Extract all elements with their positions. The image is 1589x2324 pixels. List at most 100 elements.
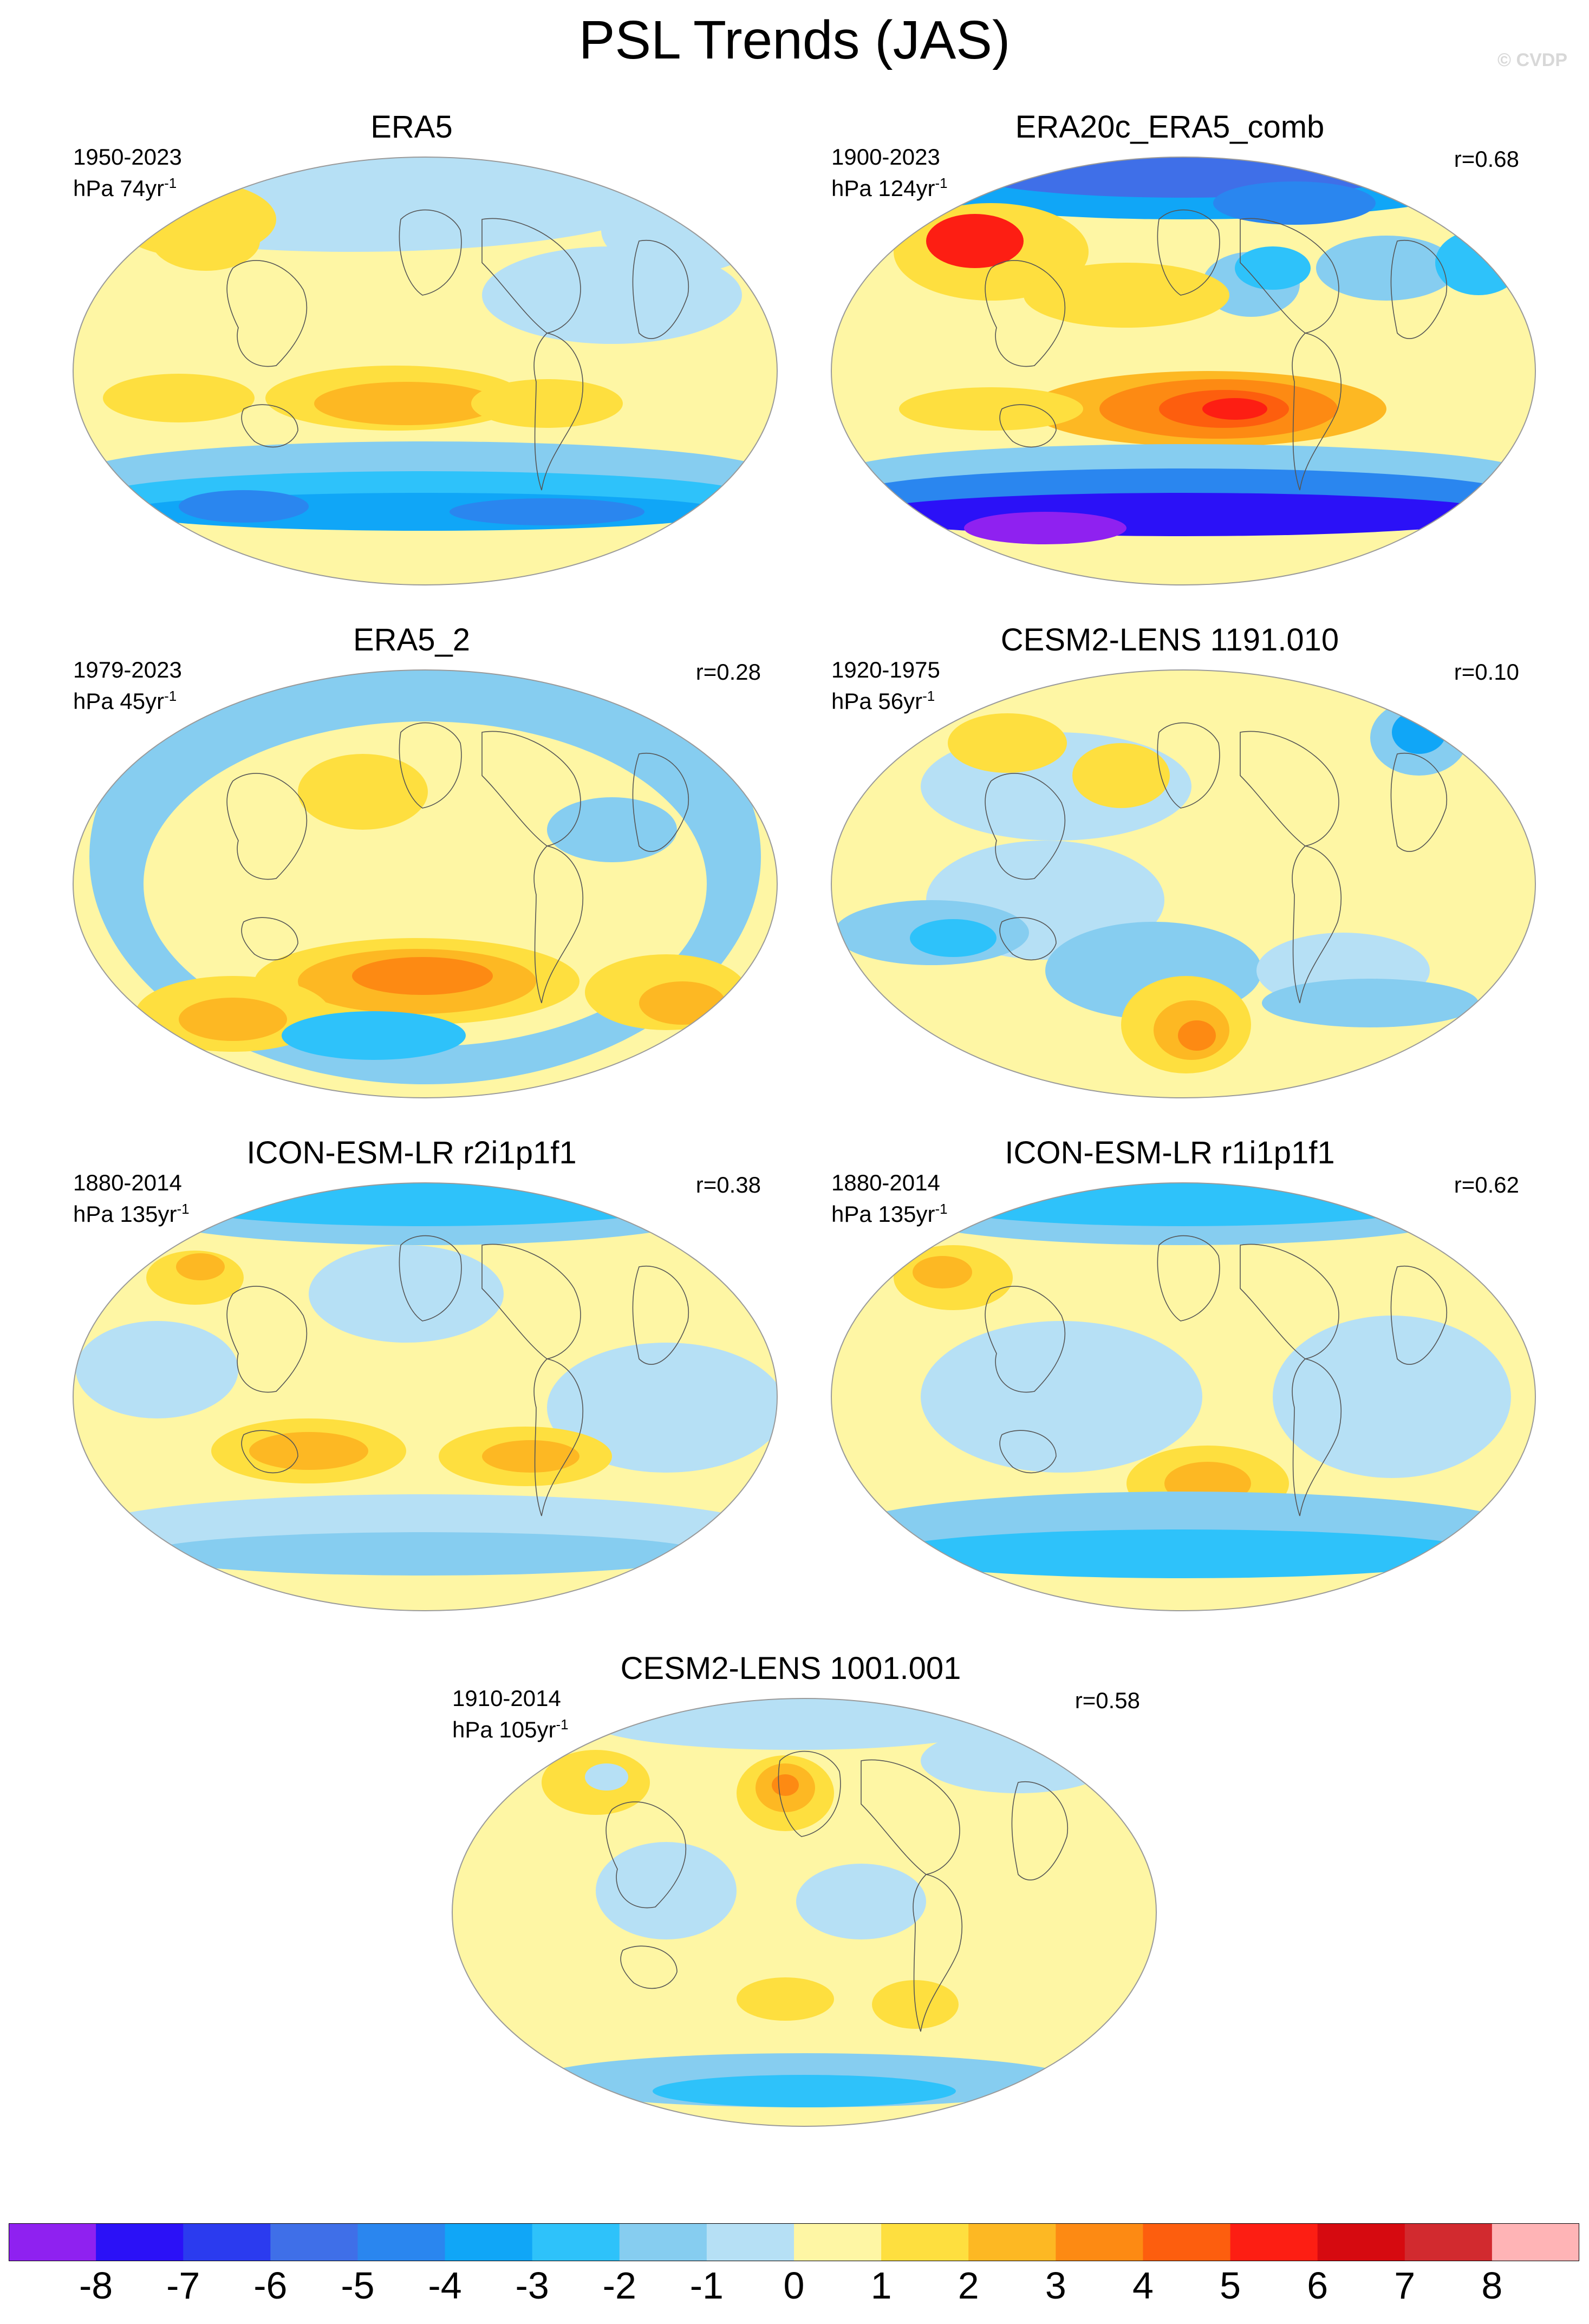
trend-contour-region: [899, 387, 1083, 431]
coastline: [1390, 239, 1448, 339]
coastline: [399, 209, 462, 296]
coastline: [533, 333, 584, 491]
map-panel-cesm2-lens-1001-001: CESM2-LENS 1001.001 1910-2014 hPa 105yr-…: [412, 1650, 1170, 2127]
trend-contour-region: [1316, 236, 1457, 301]
trend-contour-region: [482, 1440, 579, 1473]
trend-contour-region: [772, 1774, 799, 1796]
trend-contour-region: [352, 957, 493, 995]
trend-contour-region: [585, 1763, 628, 1791]
colorbar-tick-label: 8: [1481, 2264, 1503, 2307]
coastline: [481, 731, 581, 847]
trend-contour-region: [1178, 1020, 1216, 1051]
coastline: [481, 1244, 581, 1359]
colorbar-swatch: [183, 2223, 271, 2261]
coastline: [241, 917, 298, 961]
colorbar-tick-label: -1: [689, 2264, 724, 2307]
coastline: [1390, 752, 1448, 852]
trend-contour-region: [858, 493, 1508, 536]
trend-contour-region: [249, 1432, 368, 1470]
trend-contour-region: [910, 919, 997, 957]
trend-contour-region: [471, 379, 623, 428]
psl-trend-map: [831, 157, 1536, 585]
panel-correlation: r=0.62: [1454, 1172, 1519, 1197]
colorbar-tick-label: -8: [79, 2264, 113, 2307]
map-border: [73, 669, 778, 1098]
coastline: [632, 1265, 689, 1365]
coastline: [399, 1235, 462, 1322]
coastline: [861, 1759, 960, 1875]
map-border: [831, 1182, 1536, 1611]
coastline: [399, 722, 462, 809]
colorbar-swatch: [357, 2223, 446, 2261]
trend-contour-region: [1072, 743, 1170, 808]
colorbar-outline: [9, 2223, 1579, 2261]
coastline: [999, 404, 1057, 448]
map-panel-cesm2-lens-1191-010: CESM2-LENS 1191.010 1920-1975 hPa 56yr-1…: [791, 621, 1549, 1098]
trend-contour-region: [179, 998, 287, 1041]
panel-units: hPa 124yr-1: [831, 175, 948, 201]
colorbar-tick-label: 1: [870, 2264, 892, 2307]
colorbar-tick-label: 7: [1394, 2264, 1416, 2307]
colorbar-tick-label: 6: [1307, 2264, 1328, 2307]
panel-title: ERA5: [370, 109, 453, 145]
panel-units: hPa 135yr-1: [73, 1201, 190, 1227]
trend-contour-region: [926, 214, 1024, 268]
trend-contour-region: [309, 1245, 504, 1343]
panel-period: 1900-2023: [831, 144, 940, 170]
map-panel-era5-2: ERA5_2 1979-2023 hPa 45yr-1 r=0.28: [32, 621, 791, 1098]
trend-contour-region: [119, 162, 217, 211]
coastline: [1011, 1781, 1069, 1880]
coastline: [1157, 722, 1220, 809]
coastline: [985, 773, 1066, 880]
coastline: [913, 1874, 963, 2032]
colorbar-swatch: [270, 2223, 358, 2261]
colorbar-swatch: [96, 2223, 184, 2261]
colorbar-swatch: [445, 2223, 533, 2261]
panel-period: 1979-2023: [73, 657, 182, 682]
trend-contour-region: [547, 1343, 777, 1473]
map-border: [831, 157, 1536, 585]
coastline: [226, 773, 308, 880]
panel-period: 1880-2014: [831, 1170, 940, 1195]
trend-contour-region: [921, 1321, 1202, 1473]
trend-contour-region: [913, 1256, 972, 1288]
coastline: [1240, 731, 1339, 847]
panel-correlation: r=0.68: [1454, 146, 1519, 172]
coastline: [620, 1945, 678, 1989]
panel-units: hPa 105yr-1: [452, 1716, 569, 1742]
map-border: [73, 157, 778, 585]
trend-contour-region: [601, 187, 764, 274]
map-border: [831, 669, 1536, 1098]
trend-contour-region: [450, 498, 644, 525]
map-panel-era20c-era5-comb: ERA20c_ERA5_comb 1900-2023 hPa 124yr-1 r…: [791, 108, 1549, 585]
colorbar-swatch: [1492, 2223, 1579, 2261]
panel-correlation: r=0.58: [1074, 1688, 1140, 1713]
map-border: [452, 1698, 1157, 2127]
trend-contour-region: [948, 713, 1067, 773]
panel-title: CESM2-LENS 1191.010: [1000, 622, 1339, 658]
coastline: [1292, 1358, 1342, 1516]
colorbar-swatch: [619, 2223, 707, 2261]
colorbar-tick-label: -4: [428, 2264, 462, 2307]
trend-contour-region: [1435, 230, 1522, 295]
trend-contour-region: [653, 2075, 956, 2107]
colorbar-swatch: [794, 2223, 882, 2261]
coastline: [1157, 1235, 1220, 1322]
map-border: [73, 1182, 778, 1611]
trend-contour-region: [298, 754, 428, 830]
coastline: [985, 260, 1066, 367]
trend-contour-region: [1273, 1316, 1511, 1478]
panel-correlation: r=0.10: [1454, 659, 1519, 685]
coastline: [632, 752, 689, 852]
colorbar-tick-label: 3: [1045, 2264, 1066, 2307]
colorbar-tick-label: -5: [341, 2264, 375, 2307]
coastline: [1292, 333, 1342, 491]
colorbar-swatch: [1230, 2223, 1318, 2261]
trend-contour-region: [596, 1842, 737, 1939]
trend-contour-region: [1262, 979, 1479, 1027]
coastline: [1157, 209, 1220, 296]
panel-period: 1950-2023: [73, 144, 182, 170]
coastline: [1240, 218, 1339, 334]
trend-contour-region: [314, 382, 498, 425]
panel-title: ERA5_2: [353, 622, 471, 658]
